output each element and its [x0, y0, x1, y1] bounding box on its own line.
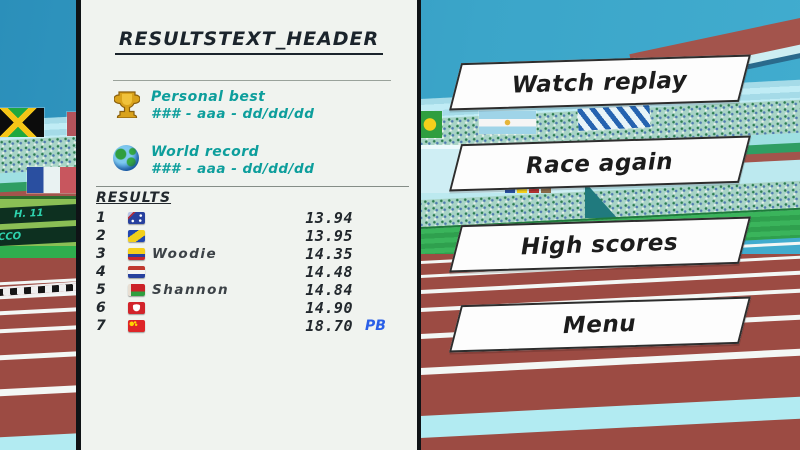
rank-cell: 6: [96, 300, 106, 316]
personal-best-label: Personal best: [151, 89, 266, 105]
france-flag-icon: [27, 167, 76, 193]
rank-cell: 2: [96, 228, 106, 244]
name-cell: Woodie: [152, 246, 218, 262]
time-cell: 14.35: [305, 245, 353, 263]
railing-flag-icon: [517, 186, 527, 193]
stadium-scoreboard: H. 11 CCO: [0, 196, 86, 252]
world-record-value: ### - aaa - dd/dd/dd: [151, 161, 315, 177]
results-title: RESULTS: [96, 190, 172, 206]
race-again-button[interactable]: Race again: [449, 135, 751, 192]
rank-cell: 3: [96, 246, 106, 262]
race-again-label: Race again: [526, 148, 674, 179]
table-row: 4 14.48: [96, 263, 401, 281]
flag-icon: [128, 284, 145, 296]
scoreboard-base: [0, 246, 92, 258]
rank-cell: 5: [96, 282, 106, 298]
watch-replay-label: Watch replay: [511, 66, 689, 99]
table-row: 1 13.94: [96, 209, 401, 227]
flag-icon: [128, 248, 145, 260]
rank-cell: 4: [96, 264, 106, 280]
flag-icon: [128, 320, 145, 332]
flag-icon: [128, 230, 145, 242]
brazil-flag-icon: [420, 111, 442, 138]
time-cell: 18.70: [305, 317, 353, 335]
menu-button[interactable]: Menu: [449, 296, 751, 353]
high-scores-button[interactable]: High scores: [449, 216, 751, 273]
time-cell: 14.48: [305, 263, 353, 281]
flag-icon: [128, 266, 145, 278]
scoreboard-line-2: CCO: [0, 225, 80, 247]
table-row: 5 Shannon 14.84: [96, 281, 401, 299]
time-cell: 14.84: [305, 281, 353, 299]
divider: [96, 186, 409, 187]
flag-icon: [67, 112, 77, 136]
railing-flag-icon: [541, 186, 551, 193]
results-panel: RESULTSTEXT_HEADER Personal best ### - a…: [76, 0, 421, 450]
stand-stairs: [585, 182, 617, 218]
name-cell: Shannon: [152, 282, 230, 298]
flag-icon: [128, 212, 145, 224]
personal-best-value: ### - aaa - dd/dd/dd: [151, 106, 315, 122]
rank-cell: 7: [96, 318, 106, 334]
jamaica-flag-icon: [0, 108, 44, 137]
menu-label: Menu: [563, 310, 637, 339]
results-table: 1 13.94 2 13.95 3 Woodie 14.35: [96, 209, 401, 335]
striped-banner-icon: [577, 105, 651, 131]
table-row: 6 14.90: [96, 299, 401, 317]
argentina-flag-icon: [479, 111, 536, 134]
trophy-icon: [114, 91, 140, 118]
divider: [113, 80, 391, 81]
time-cell: 13.94: [305, 209, 353, 227]
world-record-label: World record: [151, 144, 260, 160]
panel-title: RESULTSTEXT_HEADER: [114, 28, 384, 55]
watch-replay-button[interactable]: Watch replay: [449, 54, 751, 111]
pb-badge: PB: [365, 318, 386, 334]
railing-flag-icon: [529, 186, 539, 193]
time-cell: 14.90: [305, 299, 353, 317]
globe-icon: [113, 145, 139, 171]
table-row: 3 Woodie 14.35: [96, 245, 401, 263]
time-cell: 13.95: [305, 227, 353, 245]
table-row: 7 18.70 PB: [96, 317, 401, 335]
scoreboard-line-1: H. 11: [0, 203, 80, 225]
table-row: 2 13.95: [96, 227, 401, 245]
rank-cell: 1: [96, 210, 106, 226]
high-scores-label: High scores: [521, 229, 679, 260]
flag-icon: [128, 302, 145, 314]
